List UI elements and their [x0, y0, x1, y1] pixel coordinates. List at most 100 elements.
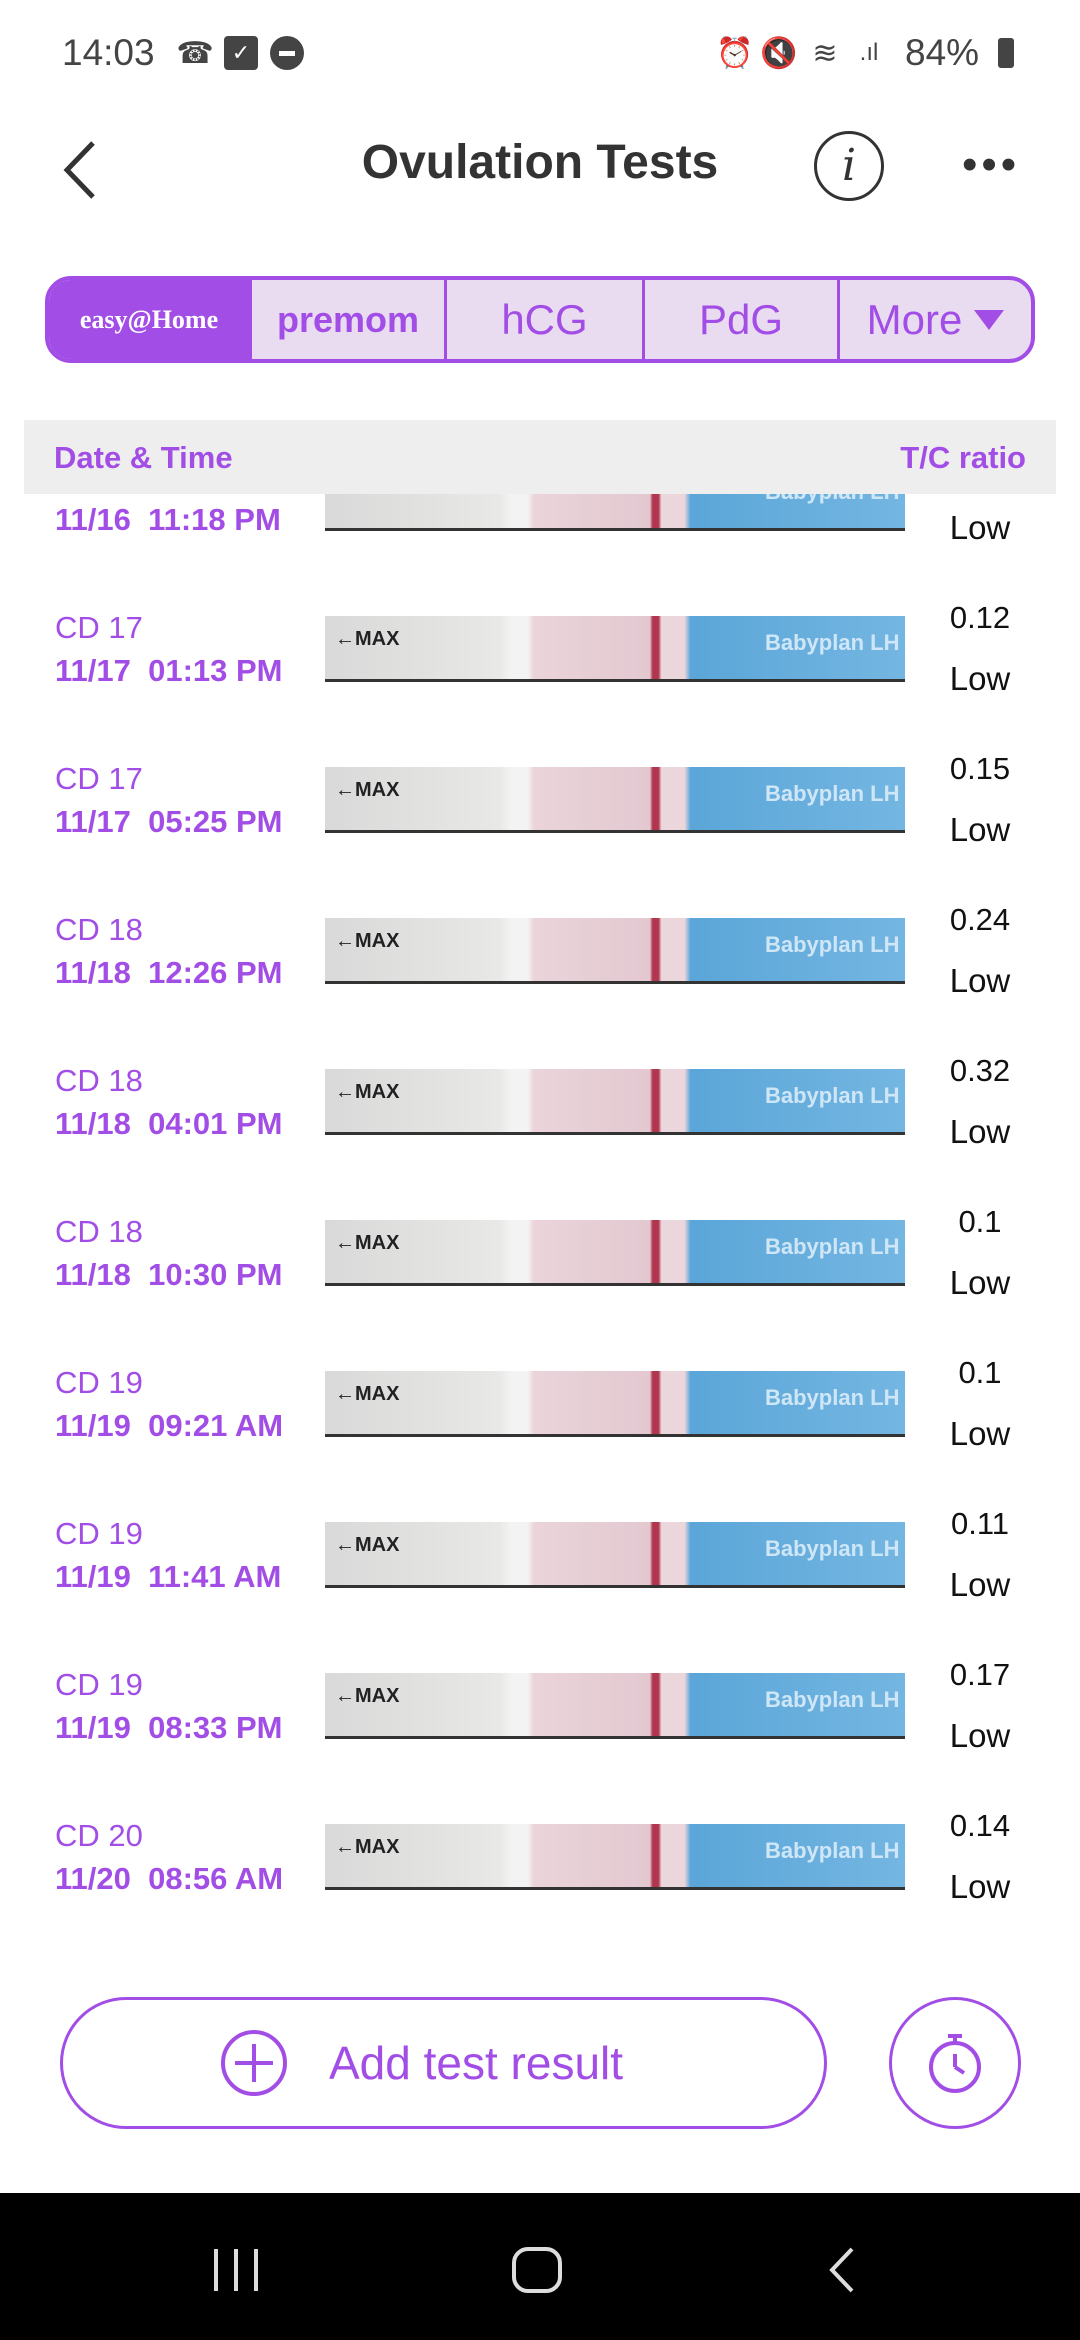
timer-button[interactable] [889, 1997, 1021, 2129]
lh-level: Low [949, 962, 1011, 999]
lh-level: Low [949, 509, 1011, 546]
strip-max-label: ←MAX [335, 1836, 400, 1858]
lh-level: Low [949, 811, 1011, 848]
test-strip-photo[interactable]: ←MAX Babyplan LH [325, 918, 905, 984]
test-datetime: 11/19 08:33 PM [55, 1710, 283, 1745]
test-datetime: 11/16 11:18 PM [55, 502, 281, 537]
tc-ratio-value: 0.1 [958, 1204, 1002, 1239]
table-row[interactable]: CD 18 11/18 12:26 PM ←MAX Babyplan LH 0.… [0, 892, 1080, 1043]
test-strip-photo[interactable]: ←MAX Babyplan LH [325, 494, 905, 531]
lh-level: Low [949, 1717, 1011, 1754]
mute-icon: 🔇 [760, 36, 798, 70]
cycle-day: CD 17 [55, 610, 143, 645]
cycle-day: CD 18 [55, 1063, 143, 1098]
tc-ratio-value: 0.15 [949, 751, 1011, 786]
table-row[interactable]: 11/16 11:18 PM ←MAX Babyplan LH Low [0, 494, 1080, 590]
test-datetime: 11/18 04:01 PM [55, 1106, 283, 1141]
plus-circle-icon [221, 2030, 287, 2096]
table-row[interactable]: CD 20 11/20 08:56 AM ←MAX Babyplan LH 0.… [0, 1798, 1080, 1944]
test-datetime: 11/17 01:13 PM [55, 653, 283, 688]
table-row[interactable]: CD 18 11/18 10:30 PM ←MAX Babyplan LH 0.… [0, 1194, 1080, 1345]
stopwatch-icon [929, 2034, 981, 2093]
lh-level: Low [949, 1415, 1011, 1452]
lh-level: Low [949, 660, 1011, 697]
strip-max-label: ←MAX [335, 628, 400, 650]
strip-max-label: ←MAX [335, 1685, 400, 1707]
brand-tabs: easy@Home premom hCG PdG More [45, 276, 1035, 363]
table-row[interactable]: CD 19 11/19 08:33 PM ←MAX Babyplan LH 0.… [0, 1647, 1080, 1798]
system-nav-bar [0, 2193, 1080, 2340]
test-strip-photo[interactable]: ←MAX Babyplan LH [325, 1069, 905, 1135]
test-strip-photo[interactable]: ←MAX Babyplan LH [325, 616, 905, 682]
test-strip-photo[interactable]: ←MAX Babyplan LH [325, 1220, 905, 1286]
table-row[interactable]: CD 19 11/19 09:21 AM ←MAX Babyplan LH 0.… [0, 1345, 1080, 1496]
tc-ratio-value: 0.14 [949, 1808, 1011, 1843]
test-datetime: 11/19 11:41 AM [55, 1559, 282, 1594]
tc-ratio-value: 0.12 [949, 600, 1011, 635]
test-datetime: 11/20 08:56 AM [55, 1861, 284, 1896]
recent-apps-icon[interactable] [208, 2245, 264, 2295]
tc-ratio-value: 0.11 [950, 1506, 1010, 1541]
strip-max-label: ←MAX [335, 1383, 400, 1405]
info-icon[interactable]: i [814, 131, 884, 201]
cycle-day: CD 19 [55, 1667, 143, 1702]
add-test-result-button[interactable]: Add test result [60, 1997, 827, 2129]
alarm-icon: ⏰ [716, 36, 754, 70]
lh-level: Low [949, 1868, 1011, 1905]
tab-easy-home[interactable]: easy@Home [49, 280, 249, 359]
table-row[interactable]: CD 19 11/19 11:41 AM ←MAX Babyplan LH 0.… [0, 1496, 1080, 1647]
test-datetime: 11/18 12:26 PM [55, 955, 283, 990]
strip-brand-label: Babyplan LH [765, 1838, 900, 1863]
test-strip-photo[interactable]: ←MAX Babyplan LH [325, 767, 905, 833]
home-icon[interactable] [510, 2245, 564, 2295]
strip-brand-label: Babyplan LH [765, 781, 900, 806]
strip-brand-label: Babyplan LH [765, 630, 900, 655]
table-row[interactable]: CD 17 11/17 05:25 PM ←MAX Babyplan LH 0.… [0, 741, 1080, 892]
strip-brand-label: Babyplan LH [765, 1234, 900, 1259]
tab-premom[interactable]: premom [249, 280, 444, 359]
test-datetime: 11/17 05:25 PM [55, 804, 283, 839]
tc-ratio-value: 0.1 [958, 1355, 1002, 1390]
strip-max-label: ←MAX [335, 930, 400, 952]
page-title: Ovulation Tests [361, 136, 719, 189]
strip-max-label: ←MAX [335, 779, 400, 801]
wifi-icon: ≋ [812, 36, 838, 70]
system-back-icon[interactable] [822, 2245, 862, 2295]
dnd-icon [270, 36, 304, 70]
cycle-day: CD 18 [55, 912, 143, 947]
test-datetime: 11/18 10:30 PM [55, 1257, 283, 1292]
lh-level: Low [949, 1264, 1011, 1301]
tc-ratio-value: 0.24 [949, 902, 1011, 937]
test-strip-photo[interactable]: ←MAX Babyplan LH [325, 1522, 905, 1588]
back-arrow-icon[interactable] [55, 135, 105, 205]
more-options-icon[interactable]: ••• [962, 140, 1021, 189]
table-row[interactable]: CD 17 11/17 01:13 PM ←MAX Babyplan LH 0.… [0, 590, 1080, 741]
strip-max-label: ←MAX [335, 1534, 400, 1556]
test-strip-photo[interactable]: ←MAX Babyplan LH [325, 1673, 905, 1739]
tab-more[interactable]: More [837, 280, 1031, 359]
battery-percent: 84% [905, 32, 980, 73]
test-strip-photo[interactable]: ←MAX Babyplan LH [325, 1824, 905, 1890]
cycle-day: CD 17 [55, 761, 143, 796]
test-strip-photo[interactable]: ←MAX Babyplan LH [325, 1371, 905, 1437]
tc-ratio-value: 0.32 [949, 1053, 1011, 1088]
lh-level: Low [949, 1566, 1011, 1603]
test-datetime: 11/19 09:21 AM [55, 1408, 284, 1443]
dropdown-caret-icon [974, 309, 1005, 330]
cycle-day: CD 18 [55, 1214, 143, 1249]
add-test-result-label: Add test result [329, 2037, 624, 2089]
table-row[interactable]: CD 18 11/18 04:01 PM ←MAX Babyplan LH 0.… [0, 1043, 1080, 1194]
checkbox-icon: ✓ [224, 36, 258, 70]
cycle-day: CD 19 [55, 1516, 143, 1551]
strip-brand-label: Babyplan LH [765, 1385, 900, 1410]
strip-max-label: ←MAX [335, 1081, 400, 1103]
strip-max-label: ←MAX [335, 1232, 400, 1254]
tab-pdg[interactable]: PdG [642, 280, 837, 359]
strip-brand-label: Babyplan LH [765, 1536, 900, 1561]
table-header: Date & Time T/C ratio [24, 420, 1056, 494]
strip-brand-label: Babyplan LH [765, 1083, 900, 1108]
cycle-day: CD 20 [55, 1818, 143, 1853]
column-date-time: Date & Time [54, 440, 233, 475]
tab-hcg[interactable]: hCG [444, 280, 642, 359]
